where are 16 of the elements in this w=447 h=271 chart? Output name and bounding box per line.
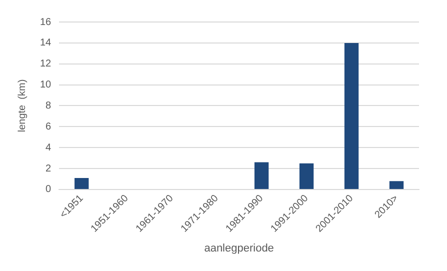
y-tick-label: 10 [40, 80, 52, 91]
y-tick-label: 8 [46, 100, 52, 112]
bar [299, 163, 314, 189]
bar [254, 162, 269, 189]
bar [344, 42, 359, 189]
y-tick-label: 14 [40, 38, 52, 49]
x-axis-title: aanlegperiode [204, 242, 274, 254]
y-tick-label: 4 [46, 142, 52, 154]
y-tick-label: 6 [46, 121, 52, 132]
y-tick-label: 0 [46, 184, 52, 196]
bar [389, 181, 404, 189]
y-tick-label: 12 [40, 58, 52, 70]
bar [74, 178, 89, 189]
y-tick-label: 2 [46, 163, 52, 174]
y-tick-label: 16 [40, 16, 52, 28]
y-axis-title: lengte (km) [16, 79, 28, 132]
